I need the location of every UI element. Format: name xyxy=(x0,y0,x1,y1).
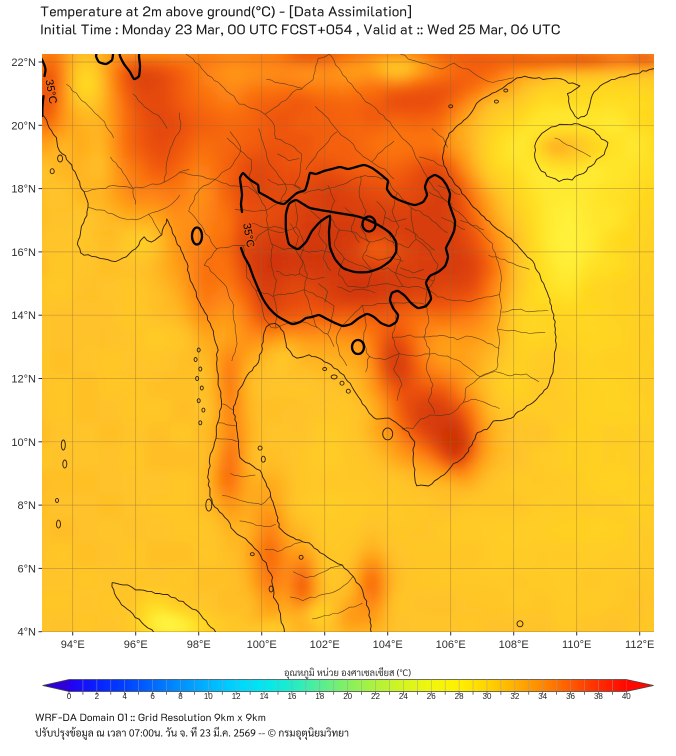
svg-text:106°E: 106°E xyxy=(436,639,466,651)
svg-text:10°N: 10°N xyxy=(11,437,36,449)
svg-text:102°E: 102°E xyxy=(310,639,340,651)
svg-text:94°E: 94°E xyxy=(61,639,85,651)
svg-text:110°E: 110°E xyxy=(562,639,591,651)
svg-text:6: 6 xyxy=(150,692,155,701)
svg-text:14: 14 xyxy=(260,692,269,701)
svg-text:22: 22 xyxy=(371,692,380,701)
svg-text:20°N: 20°N xyxy=(11,120,36,132)
svg-text:35°C: 35°C xyxy=(43,79,59,105)
svg-text:100°E: 100°E xyxy=(247,639,277,651)
svg-text:4°N: 4°N xyxy=(18,627,37,639)
svg-text:40: 40 xyxy=(622,692,631,701)
svg-text:8: 8 xyxy=(178,692,183,701)
svg-text:36: 36 xyxy=(566,692,575,701)
svg-text:28: 28 xyxy=(455,692,464,701)
svg-text:112°E: 112°E xyxy=(625,639,654,651)
svg-text:104°E: 104°E xyxy=(373,639,403,651)
svg-text:10: 10 xyxy=(204,692,213,701)
svg-text:35°C: 35°C xyxy=(240,222,256,248)
svg-text:26: 26 xyxy=(427,692,436,701)
svg-text:16: 16 xyxy=(287,692,296,701)
svg-text:38: 38 xyxy=(594,692,603,701)
svg-text:14°N: 14°N xyxy=(11,310,36,322)
svg-text:30: 30 xyxy=(483,692,492,701)
svg-text:32: 32 xyxy=(510,692,519,701)
svg-text:0: 0 xyxy=(67,692,72,701)
svg-text:12°N: 12°N xyxy=(11,374,36,386)
svg-text:8°N: 8°N xyxy=(18,500,37,512)
svg-text:6°N: 6°N xyxy=(18,563,37,575)
svg-text:24: 24 xyxy=(399,692,408,701)
svg-text:4: 4 xyxy=(123,692,128,701)
svg-text:12: 12 xyxy=(232,692,241,701)
svg-text:18°N: 18°N xyxy=(11,184,36,196)
svg-text:34: 34 xyxy=(538,692,547,701)
svg-text:108°E: 108°E xyxy=(499,639,529,651)
svg-text:18: 18 xyxy=(315,692,324,701)
svg-text:22°N: 22°N xyxy=(11,57,36,69)
svg-text:20: 20 xyxy=(343,692,352,701)
svg-text:2: 2 xyxy=(95,692,100,701)
svg-text:98°E: 98°E xyxy=(187,639,211,651)
svg-text:16°N: 16°N xyxy=(11,247,36,259)
svg-text:96°E: 96°E xyxy=(124,639,148,651)
